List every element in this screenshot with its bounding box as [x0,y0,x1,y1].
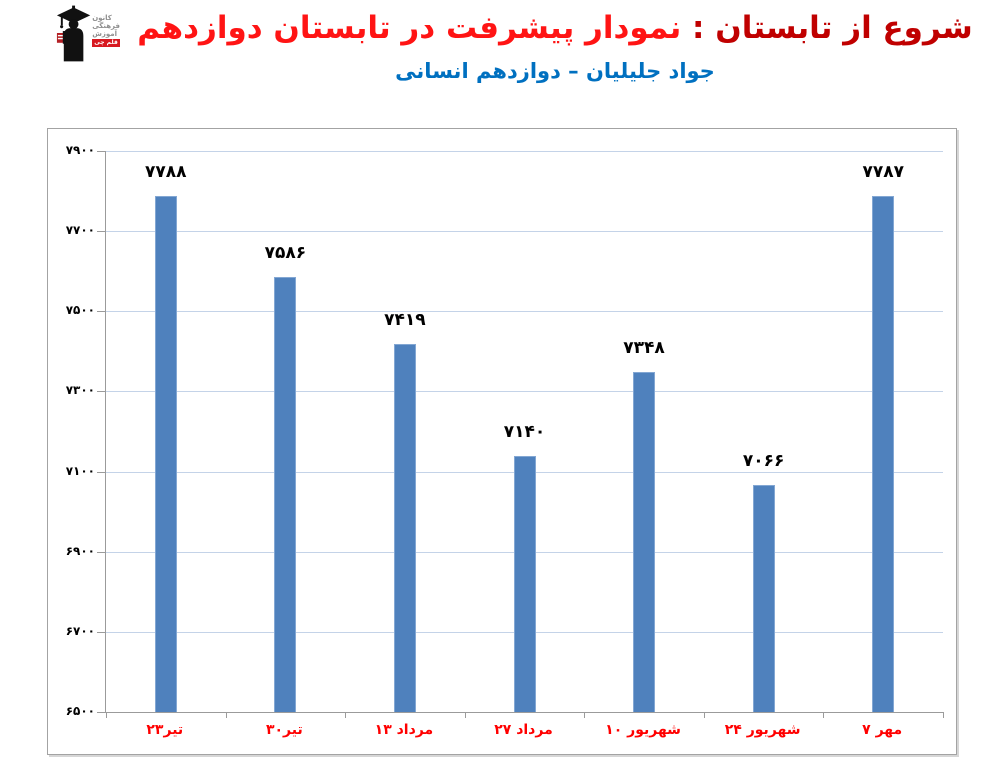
bar [393,343,416,712]
y-axis-tick [97,311,106,313]
y-axis-tick [97,551,106,553]
x-axis-tick [464,712,466,718]
x-axis-category-label: ۱۰ شهریور [605,722,681,738]
logo-text: کانون فرهنگی آموزش قلم چی [92,14,120,47]
x-axis-tick [584,712,586,718]
y-axis-label: ۶۵۰۰ [65,704,95,718]
x-axis-category-label: ۲۴ شهریور [724,722,801,738]
y-axis-label: ۷۷۰۰ [65,223,95,238]
chart-subtitle: جواد جلیلیان – دوازدهم انسانی [395,59,715,83]
bar-value-label: ۷۴۱۹ [384,309,426,330]
y-axis-tick [97,391,106,393]
y-axis-label: ۷۵۰۰ [65,303,95,318]
kanoon-ghalamchi-logo: کانون فرهنگی آموزش قلم چی [54,2,120,66]
bar-value-label: ۷۷۸۸ [145,161,187,182]
bar-value-label: ۷۵۸۶ [264,242,307,263]
x-axis-category-label: ۱۳ مرداد [374,722,434,738]
chart-frame: ۷۷۸۸ ۷۵۸۶ ۷۴۱۹ ۷۱۴۰ ۷۳۴۸ ۷۰۶۶ ۷۷۸۷ ۷۹۰۰ ۷۷۰۰ ۷۵۰… [47,128,957,755]
gridline [106,231,943,233]
bar [154,195,177,712]
x-axis-tick [943,712,944,718]
y-axis-label: ۶۹۰۰ [65,543,95,558]
x-axis-tick [225,712,227,718]
plot-area: ۷۷۸۸ ۷۵۸۶ ۷۴۱۹ ۷۱۴۰ ۷۳۴۸ ۷۰۶۶ ۷۷۸۷ [97,151,944,718]
x-axis-category-label: ۷ مهر [862,722,903,738]
logo-badge: قلم چی [92,39,120,47]
gridline [106,311,943,313]
x-axis-category-label: ۲۷ مرداد [494,722,553,738]
y-axis-tick [97,151,106,152]
chart-title-main: نمودار پیشرفت در تابستان دوازدهم [137,10,682,46]
logo-line-2: فرهنگی [92,22,120,30]
y-axis-tick [97,631,106,633]
bar [633,372,656,712]
x-axis-tick [823,712,825,718]
bar [513,455,536,712]
bar [752,485,775,712]
bar [274,276,297,712]
header: شروع از تابستان : نمودار پیشرفت در تابست… [135,6,975,83]
gridline [106,151,943,152]
graduate-icon [56,5,91,62]
gridline [106,391,943,393]
bar-value-label: ۷۰۶۶ [742,451,785,472]
chart-title: شروع از تابستان : نمودار پیشرفت در تابست… [135,6,975,50]
bar-value-label: ۷۷۸۷ [862,162,904,183]
y-axis-label: ۷۹۰۰ [65,143,95,157]
y-axis-label: ۶۷۰۰ [65,623,95,638]
y-axis-tick [97,471,106,473]
x-axis-category-label: ۲۳تیر [146,722,184,738]
y-axis-label: ۷۳۰۰ [65,383,95,398]
logo-line-3: آموزش [92,30,117,38]
chart-title-prefix: شروع از تابستان : [681,10,973,46]
x-axis-tick [106,712,107,718]
logo-line-1: کانون [92,14,112,22]
x-axis-category-label: ۳۰تیر [265,722,303,738]
y-axis-label: ۷۱۰۰ [65,463,95,478]
bar [872,196,895,712]
y-axis-tick [97,231,106,233]
bar-value-label: ۷۳۴۸ [623,338,665,359]
x-axis-tick [703,712,705,718]
bar-value-label: ۷۱۴۰ [503,421,546,442]
x-axis-tick [345,712,347,718]
y-axis-tick [97,712,106,713]
